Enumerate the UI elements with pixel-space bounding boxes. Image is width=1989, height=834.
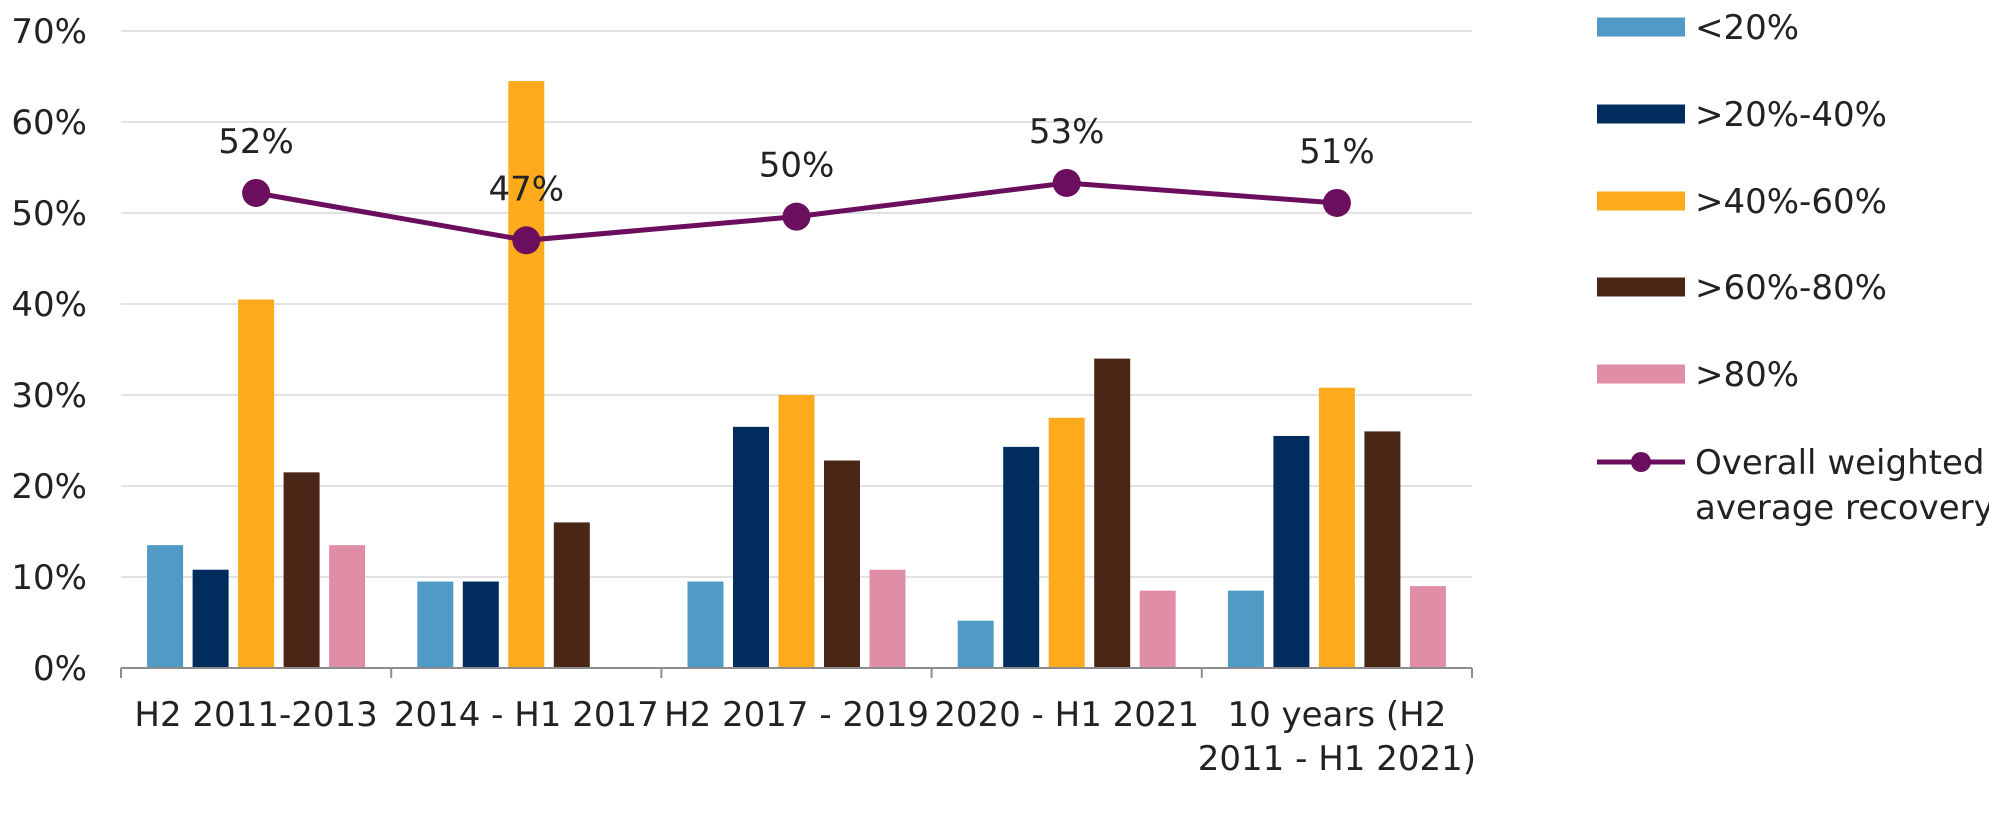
recovery-data-label: 50% — [759, 146, 835, 186]
y-tick-label: 70% — [11, 12, 87, 52]
bar — [1227, 590, 1264, 668]
bar — [1409, 586, 1446, 668]
x-category-label-line: 2014 - H1 2017 — [394, 695, 659, 735]
legend-label-line: average recovery — [1695, 488, 1989, 528]
bar — [147, 545, 184, 668]
bar — [1094, 358, 1131, 668]
bar — [957, 620, 994, 668]
bar — [238, 299, 275, 668]
x-category-label: 2014 - H1 2017 — [394, 695, 659, 735]
x-category-label: H2 2017 - 2019 — [664, 695, 929, 735]
bar — [824, 460, 860, 668]
x-category-label: 10 years (H2 2011 - H1 2021) — [1198, 695, 1476, 779]
x-category-label: 2020 - H1 2021 — [934, 695, 1199, 735]
bar — [1139, 590, 1176, 668]
bar — [1273, 435, 1310, 668]
legend-swatch — [1597, 277, 1685, 297]
y-tick-label: 50% — [11, 194, 87, 234]
recovery-point — [1052, 168, 1081, 197]
x-category-label-line: 2011 - H1 2021) — [1198, 739, 1476, 779]
legend: <20% >20%-40% >40%-60% >60%-80% >80% Overall … — [1597, 8, 1989, 528]
bar — [1364, 431, 1401, 668]
legend-swatch — [1597, 364, 1685, 384]
legend-swatch — [1597, 17, 1685, 37]
bar — [1048, 417, 1085, 668]
y-tick-label: 10% — [11, 558, 87, 598]
x-category-label-line: 10 years (H2 — [1227, 695, 1446, 735]
legend-label: <20% — [1695, 8, 1799, 48]
legend-swatch — [1597, 104, 1685, 124]
legend-label-line: Overall weighted — [1695, 443, 1984, 483]
bar — [329, 545, 366, 668]
legend-label: >80% — [1695, 355, 1799, 395]
recovery-point — [1322, 188, 1351, 217]
bar — [687, 581, 724, 668]
y-tick-label: 0% — [33, 649, 87, 689]
legend-swatch — [1597, 191, 1685, 211]
bar — [283, 472, 320, 668]
bar — [1318, 387, 1355, 668]
recovery-data-label: 53% — [1029, 112, 1105, 152]
bar — [192, 569, 229, 668]
bar-series — [147, 81, 1446, 669]
x-category-label-line: H2 2011-2013 — [134, 695, 377, 735]
bar — [508, 81, 545, 669]
legend-label: >20%-40% — [1695, 95, 1887, 135]
legend-label: >40%-60% — [1695, 182, 1887, 222]
bar — [869, 569, 906, 668]
y-tick-label: 20% — [11, 467, 87, 507]
recovery-point — [512, 226, 541, 255]
y-tick-label: 30% — [11, 376, 87, 416]
x-category-label: H2 2011-2013 — [134, 695, 377, 735]
y-axis: 0% 10% 20% 30% 40% 50% 60% 70% — [11, 12, 87, 689]
recovery-data-label: 47% — [489, 169, 565, 209]
x-category-label-line: 2020 - H1 2021 — [934, 695, 1199, 735]
bar — [1003, 446, 1040, 668]
recovery-data-label: 51% — [1299, 132, 1375, 172]
x-category-label-line: H2 2017 - 2019 — [664, 695, 929, 735]
x-axis: H2 2011-2013 2014 - H1 2017 H2 2017 - 2019… — [120, 667, 1476, 779]
line-series: 52% 47% 50% 53% 51% — [218, 112, 1375, 255]
bar — [778, 395, 815, 668]
bar — [733, 426, 769, 668]
recovery-point — [242, 178, 271, 207]
bar — [462, 581, 499, 668]
bar — [553, 522, 590, 668]
legend-label: >60%-80% — [1695, 268, 1887, 308]
y-tick-label: 40% — [11, 285, 87, 325]
legend-line-marker — [1631, 452, 1651, 472]
bar — [417, 581, 454, 668]
legend-label: Overall weighted average recovery — [1695, 443, 1989, 528]
recovery-data-label: 52% — [218, 122, 294, 162]
y-tick-label: 60% — [11, 103, 87, 143]
recovery-point — [782, 202, 811, 231]
